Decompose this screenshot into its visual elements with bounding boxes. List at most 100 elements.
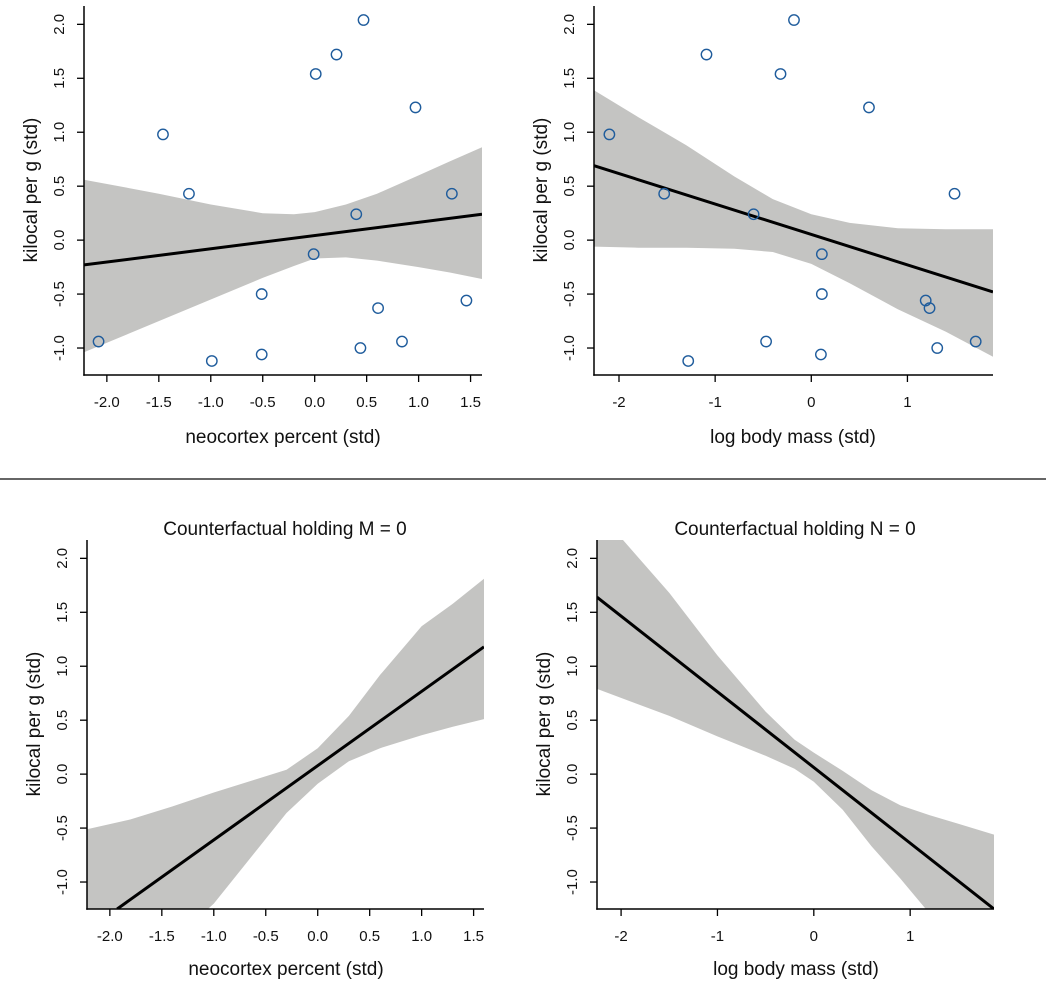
x-tick-label: 0.5 [356,394,377,411]
panel-title: Counterfactual holding N = 0 [674,519,915,540]
y-tick-label: 1.5 [561,68,578,89]
x-tick-label: -2 [614,928,627,945]
plot-area [594,14,993,367]
x-axis-label: neocortex percent (std) [188,959,383,980]
data-point [788,14,800,26]
interval-band [597,540,994,909]
y-tick-label: 0.0 [561,230,578,251]
x-tick-label: -0.5 [250,394,276,411]
data-point [760,335,772,348]
y-tick-label: 0.5 [54,710,71,731]
interval-band [84,147,482,353]
mean-line [84,212,482,267]
panel-bottom-left: Counterfactual holding M = 0 neocortex p… [24,519,484,980]
data-point [445,187,458,200]
y-tick-label: -0.5 [561,281,578,307]
x-tick-label: 1.5 [463,928,484,945]
y-tick-label: 1.5 [54,602,71,623]
data-point [658,187,671,200]
data-point [603,128,616,141]
y-tick-label: 0.0 [54,764,71,785]
x-tick-label: 0 [807,394,815,411]
y-tick-label: 1.0 [564,656,581,677]
data-point [357,14,370,26]
data-point [205,355,218,367]
data-point [774,68,787,80]
data-point [969,335,982,348]
data-point [747,208,760,221]
axes: -2 -1 0 1 -1.0 -0.5 0.0 0.5 1.0 1.5 2.0 [561,6,993,411]
y-tick-label: 1.5 [51,68,68,89]
data-point [919,294,932,307]
x-tick-label: 0.0 [307,928,328,945]
panel-top-left: neocortex percent (std) kilocal per g (s… [21,6,482,448]
data-point [183,187,195,200]
data-point [815,248,828,261]
interval-band [594,90,993,357]
x-tick-label: 1 [903,394,911,411]
y-tick-label: 2.0 [54,548,71,569]
x-tick-label: 1 [906,928,914,945]
y-tick-label: -1.0 [54,869,71,895]
data-point [815,348,827,361]
x-tick-label: 0.5 [359,928,380,945]
data-point [157,128,169,141]
data-point [460,294,473,307]
y-tick-label: 1.0 [561,122,578,143]
x-tick-label: -1.5 [146,394,172,411]
x-tick-label: 1.5 [460,394,481,411]
plot-area [84,14,482,367]
y-tick-label: 2.0 [51,14,68,35]
y-tick-label: 2.0 [561,14,578,35]
x-tick-label: -2.0 [97,928,123,945]
x-tick-label: -2 [612,394,625,411]
interval-band [87,578,484,909]
plot-area [87,578,484,909]
data-point [923,302,936,315]
y-tick-label: 0.0 [51,230,68,251]
data-point [309,68,322,80]
y-tick-label: 2.0 [564,548,581,569]
data-point [863,101,875,114]
data-point [354,342,367,354]
x-tick-label: -0.5 [253,928,279,945]
y-tick-label: 0.5 [564,710,581,731]
data-point [255,348,268,361]
axes: -2 -1 0 1 -1.0 -0.5 0.0 0.5 1.0 1.5 2.0 [564,540,994,945]
x-tick-label: 0.0 [304,394,325,411]
panel-top-right: log body mass (std) kilocal per g (std) … [531,6,993,448]
y-axis-label: kilocal per g (std) [531,118,552,263]
y-tick-label: -1.0 [564,869,581,895]
y-tick-label: 0.5 [561,176,578,197]
y-tick-label: 0.0 [564,764,581,785]
data-point [255,288,268,300]
x-tick-label: -2.0 [94,394,120,411]
x-tick-label: 1.0 [408,394,429,411]
y-tick-label: 1.5 [564,602,581,623]
y-tick-label: -0.5 [51,281,68,307]
x-axis-label: log body mass (std) [713,959,879,980]
y-axis-label: kilocal per g (std) [21,118,42,263]
y-tick-label: 0.5 [51,176,68,197]
data-point [700,48,713,61]
plot-area [597,540,994,909]
x-tick-label: 0 [810,928,818,945]
axes: -2.0 -1.5 -1.0 -0.5 0.0 0.5 1.0 1.5 -1.0 -0.5 0.0 0… [51,6,482,411]
y-tick-label: 1.0 [51,122,68,143]
data-point [92,335,105,348]
y-tick-label: -0.5 [54,815,71,841]
axes: -2.0 -1.5 -1.0 -0.5 0.0 0.5 1.0 1.5 -1.0 -0.5 0.0 0… [54,540,484,945]
data-point [350,208,363,221]
x-tick-label: 1.0 [411,928,432,945]
y-tick-label: -1.0 [561,335,578,361]
x-axis-label: neocortex percent (std) [185,427,380,448]
mean-line [594,164,993,294]
mean-line [116,645,484,909]
data-point [330,48,343,61]
x-tick-label: -1.0 [201,928,227,945]
x-axis-label: log body mass (std) [710,427,876,448]
y-tick-label: 1.0 [54,656,71,677]
data-point [682,355,695,367]
x-tick-label: -1 [708,394,721,411]
